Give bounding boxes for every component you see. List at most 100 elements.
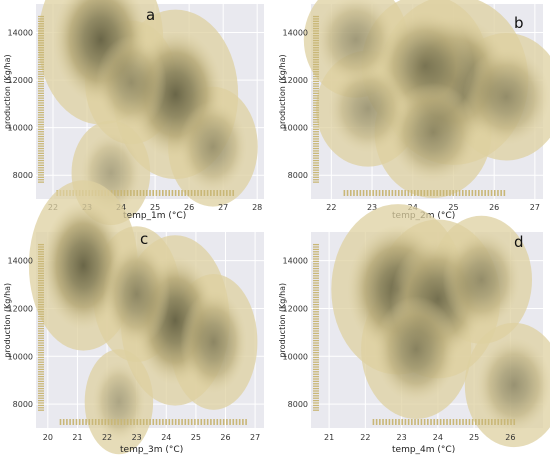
x-tick-label: 25 <box>448 203 458 212</box>
x-rug-tick <box>477 190 480 196</box>
x-rug-tick <box>162 419 164 425</box>
y-rug-tick <box>38 294 44 296</box>
y-rug-tick <box>38 361 44 363</box>
x-tick-label: 23 <box>132 433 142 442</box>
x-rug-tick <box>146 190 148 196</box>
x-rug-tick <box>130 190 132 196</box>
y-rug-tick <box>38 311 44 313</box>
y-tick-label: 12000 <box>283 304 308 313</box>
y-rug-tick <box>313 349 319 351</box>
y-rug-tick <box>313 272 319 275</box>
y-rug-tick <box>313 104 319 106</box>
x-rug-tick <box>436 190 438 196</box>
y-rug-tick <box>38 354 44 356</box>
x-rug-tick <box>497 190 499 196</box>
y-rug-tick <box>313 366 319 368</box>
y-rug-tick <box>38 167 44 169</box>
x-axis-label: temp_1m (°C) <box>123 211 186 221</box>
y-rug-tick <box>313 42 319 44</box>
y-rug-tick <box>38 107 44 109</box>
x-tick-label: 23 <box>367 203 377 212</box>
y-rug-tick <box>313 399 319 402</box>
y-rug-tick <box>313 102 319 104</box>
y-rug-tick <box>38 162 44 164</box>
y-rug-tick <box>38 344 44 347</box>
kde-peak <box>462 48 550 146</box>
x-rug-tick <box>503 190 506 196</box>
x-rug-tick <box>404 190 406 196</box>
panel-letter: c <box>140 230 148 248</box>
x-rug-tick <box>494 419 496 425</box>
y-rug-tick <box>313 315 319 318</box>
x-tick-label: 27 <box>250 433 260 442</box>
x-rug-tick <box>120 190 123 196</box>
x-rug-tick <box>436 419 439 425</box>
y-rug-tick <box>313 390 319 392</box>
kde-peak <box>374 296 459 403</box>
y-rug-tick <box>38 253 44 255</box>
kde-peak <box>180 290 248 394</box>
x-rug-tick <box>210 419 212 425</box>
y-rug-tick <box>313 306 319 308</box>
x-rug <box>59 419 247 425</box>
y-rug-tick <box>38 318 44 320</box>
y-tick-label: 10000 <box>283 352 308 361</box>
y-rug <box>313 243 319 411</box>
x-rug-tick <box>158 419 161 425</box>
y-rug-tick <box>38 171 44 174</box>
y-rug-tick <box>38 330 44 332</box>
x-rug-tick <box>455 419 458 425</box>
kde-peak <box>178 101 248 193</box>
y-rug-tick <box>38 366 44 368</box>
y-rug-tick <box>313 265 319 267</box>
y-rug-tick <box>38 145 44 147</box>
y-rug-tick <box>38 92 44 94</box>
x-rug-tick <box>120 419 123 425</box>
x-rug-tick <box>91 419 94 425</box>
y-rug-tick <box>38 270 44 272</box>
y-rug-tick <box>313 351 319 354</box>
kde-peak <box>103 242 171 346</box>
x-rug-tick <box>388 419 391 425</box>
y-rug-tick <box>38 337 44 339</box>
x-rug-tick <box>484 419 487 425</box>
y-rug-tick <box>313 279 319 282</box>
x-rug-tick <box>114 419 116 425</box>
x-rug-tick <box>381 190 384 196</box>
y-rug-tick <box>313 71 319 73</box>
y-rug-tick <box>38 152 44 154</box>
x-rug-tick <box>69 419 71 425</box>
y-rug-tick <box>313 368 319 371</box>
y-rug-tick <box>38 272 44 275</box>
y-rug-tick <box>313 25 319 27</box>
x-rug-tick <box>349 190 352 196</box>
y-rug-tick <box>313 342 319 344</box>
y-rug-tick <box>38 123 44 126</box>
y-rug-tick <box>38 39 44 42</box>
x-rug-tick <box>222 190 225 196</box>
x-rug-tick <box>194 190 196 196</box>
kde-peak <box>476 337 550 433</box>
y-rug-tick <box>313 135 319 138</box>
y-tick-label: 8000 <box>288 400 308 409</box>
figure-root: 22 23 24 25 26 27 28 8000 10000 12000 14000 temp_1m… <box>3 0 550 455</box>
y-rug-tick <box>38 114 44 116</box>
x-tick-label: 28 <box>252 203 262 212</box>
x-rug-tick <box>235 419 238 425</box>
x-rug-tick <box>455 190 458 196</box>
y-rug-tick <box>313 255 319 258</box>
y-rug-tick <box>313 152 319 154</box>
y-rug-tick <box>313 282 319 284</box>
x-rug-tick <box>136 419 139 425</box>
x-rug-tick <box>385 190 387 196</box>
x-rug-tick <box>171 190 174 196</box>
x-rug-tick <box>481 419 484 425</box>
y-rug-tick <box>313 61 319 63</box>
x-rug-tick <box>439 190 442 196</box>
x-rug-tick <box>229 190 231 196</box>
y-rug-tick <box>313 181 319 183</box>
x-rug-tick <box>426 190 429 196</box>
y-rug <box>38 15 44 183</box>
y-rug-tick <box>38 267 44 270</box>
